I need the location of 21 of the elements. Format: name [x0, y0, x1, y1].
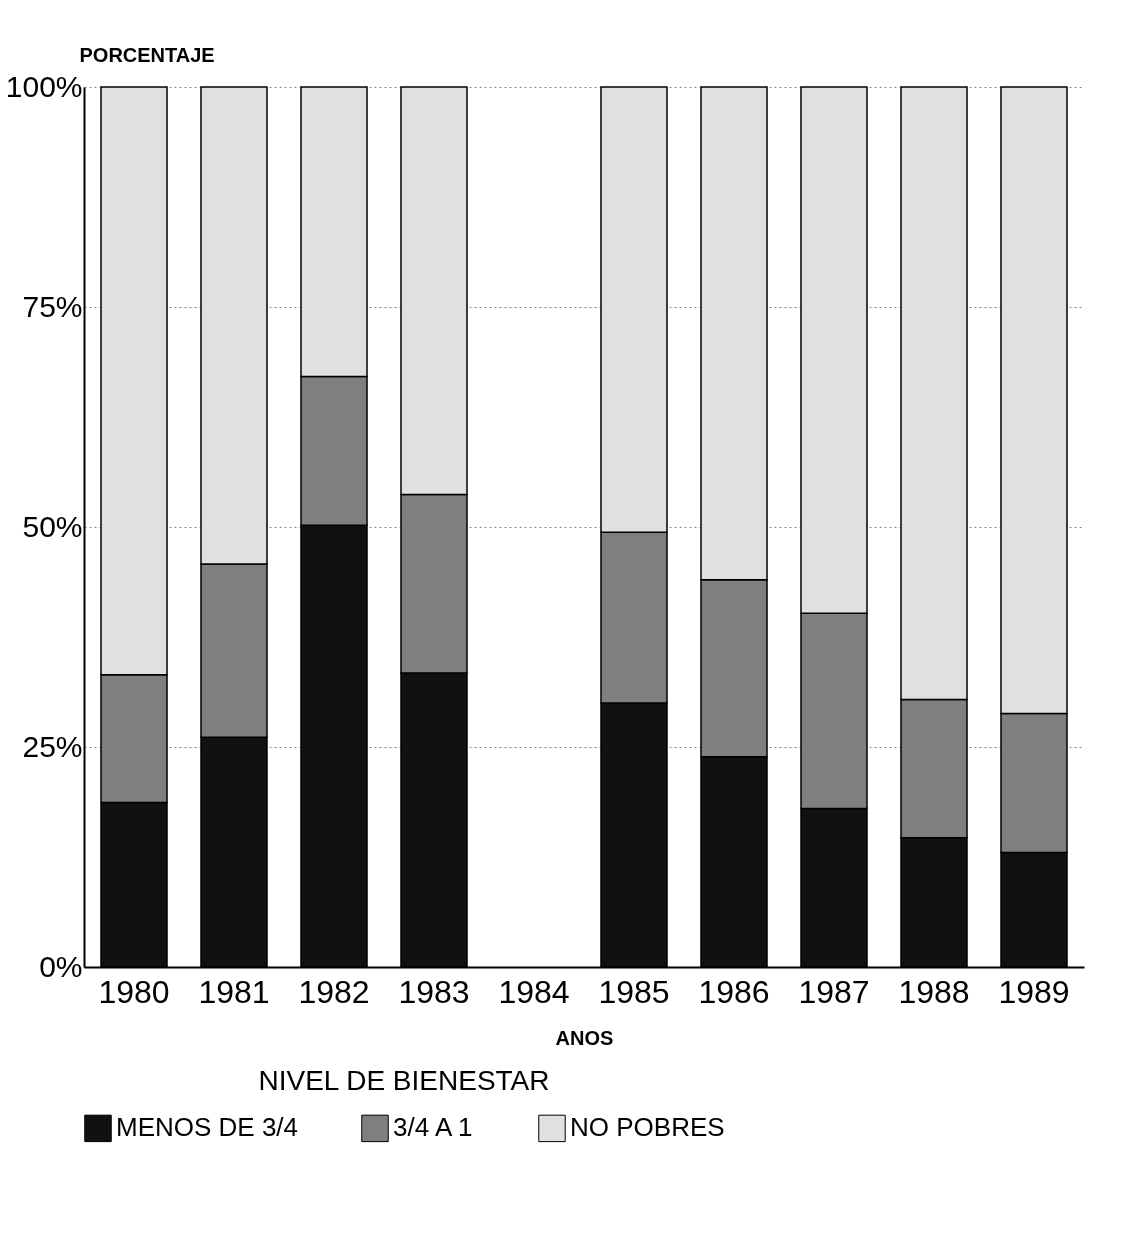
- x-tick-label: 1980: [98, 973, 170, 1010]
- x-tick-label: 1987: [798, 973, 870, 1010]
- x-tick-label: 1986: [698, 973, 770, 1010]
- legend-label: NO POBRES: [570, 1112, 725, 1143]
- legend-label: MENOS DE 3/4: [116, 1112, 299, 1143]
- x-axis-title: ANOS: [555, 1026, 614, 1049]
- y-tick-label: 100%: [5, 69, 83, 103]
- y-tick-label: 75%: [22, 289, 83, 323]
- y-tick-label: 50%: [22, 509, 83, 543]
- x-tick-label: 1984: [498, 973, 570, 1010]
- y-tick-label: 25%: [22, 729, 83, 763]
- y-axis-title: PORCENTAJE: [79, 43, 215, 66]
- x-tick-label: 1981: [198, 973, 270, 1010]
- x-tick-label: 1983: [398, 973, 470, 1010]
- x-tick-label: 1988: [898, 973, 970, 1010]
- x-tick-label: 1982: [298, 973, 370, 1010]
- legend-title: NIVEL DE BIENESTAR: [258, 1065, 550, 1096]
- x-tick-label: 1989: [998, 973, 1070, 1010]
- y-tick-label: 0%: [39, 949, 83, 983]
- x-tick-label: 1985: [598, 973, 670, 1010]
- legend-label: 3/4 A 1: [393, 1112, 473, 1143]
